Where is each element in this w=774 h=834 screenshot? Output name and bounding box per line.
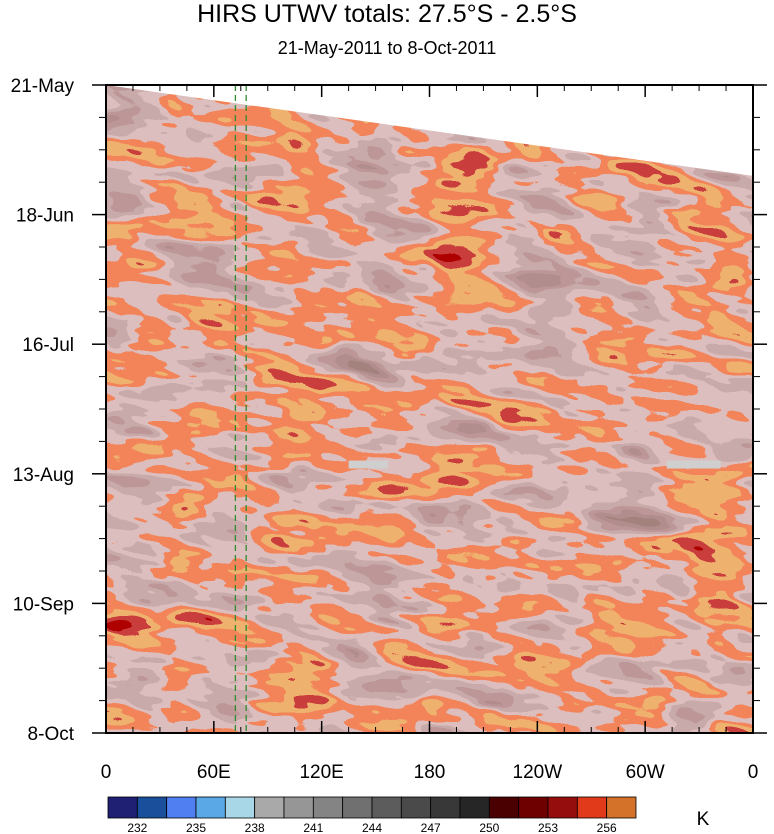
y-tick-label: 8-Oct bbox=[28, 724, 75, 745]
x-tick-label: 180 bbox=[414, 762, 446, 783]
colorbar-swatch bbox=[518, 796, 549, 819]
chart-title: HIRS UTWV totals: 27.5°S - 2.5°S bbox=[197, 0, 577, 28]
colorbar-swatch bbox=[312, 796, 344, 819]
y-tick-label: 10-Sep bbox=[13, 594, 74, 615]
colorbar-swatch bbox=[400, 796, 432, 819]
y-tick-label: 16-Jul bbox=[22, 335, 74, 356]
missing-data-bar-1 bbox=[666, 460, 721, 469]
colorbar-swatch bbox=[136, 796, 168, 819]
colorbar-swatch bbox=[107, 796, 138, 819]
colorbar-swatch bbox=[488, 796, 520, 819]
y-tick-label: 18-Jun bbox=[16, 206, 74, 227]
colorbar-swatch bbox=[547, 796, 578, 819]
x-tick-label: 0 bbox=[101, 762, 112, 783]
colorbar-swatch bbox=[371, 796, 402, 819]
colorbar-swatch bbox=[195, 796, 226, 819]
colorbar-swatch bbox=[576, 796, 608, 819]
colorbar-level-label: 256 bbox=[597, 821, 617, 834]
colorbar-level-label: 238 bbox=[245, 821, 265, 834]
colorbar-level-label: 244 bbox=[362, 821, 382, 834]
colorbar-level-label: 235 bbox=[186, 821, 206, 834]
chart-subtitle: 21-May-2011 to 8-Oct-2011 bbox=[277, 38, 497, 58]
y-tick-label: 13-Aug bbox=[13, 465, 74, 486]
x-tick-label: 0 bbox=[748, 762, 759, 783]
colorbar-level-label: 232 bbox=[127, 821, 147, 834]
colorbar-level-label: 247 bbox=[421, 821, 441, 834]
colorbar-swatch bbox=[254, 796, 285, 819]
missing-data-bar-0 bbox=[348, 460, 389, 469]
colorbar-swatch bbox=[224, 796, 256, 819]
colorbar-level-label: 253 bbox=[538, 821, 558, 834]
heatmap-field bbox=[106, 85, 753, 733]
colorbar-swatch bbox=[166, 796, 197, 819]
colorbar-level-label: 241 bbox=[303, 821, 323, 834]
colorbar-unit-label: K bbox=[697, 809, 710, 830]
x-tick-label: 60E bbox=[197, 762, 231, 783]
colorbar-swatch bbox=[459, 796, 490, 819]
colorbar-level-label: 250 bbox=[479, 821, 499, 834]
x-tick-label: 60W bbox=[626, 762, 665, 783]
y-tick-label: 21-May bbox=[11, 76, 75, 97]
colorbar-swatch bbox=[430, 796, 461, 819]
x-tick-label: 120E bbox=[299, 762, 343, 783]
colorbar-swatch bbox=[606, 796, 637, 819]
colorbar-swatch bbox=[342, 796, 373, 819]
x-tick-label: 120W bbox=[513, 762, 563, 783]
colorbar-swatch bbox=[283, 796, 314, 819]
